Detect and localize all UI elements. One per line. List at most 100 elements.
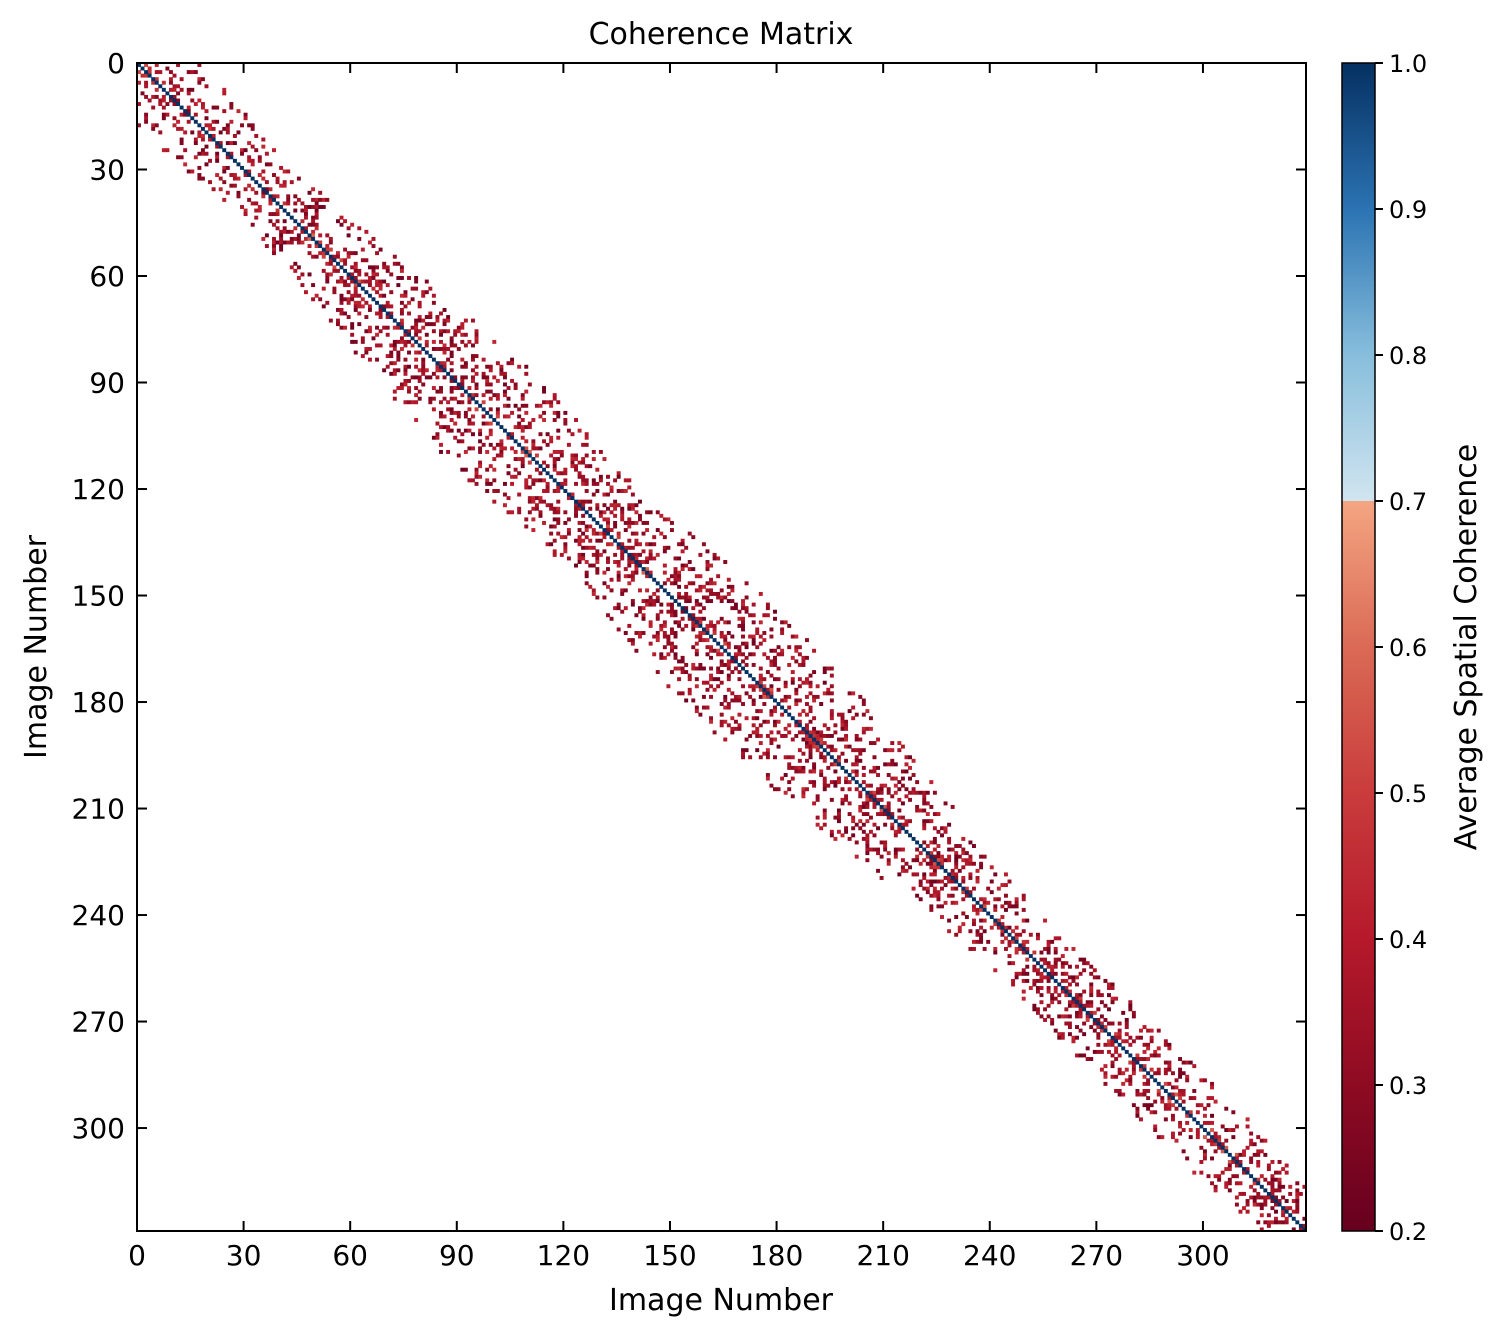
matrix-cell	[449, 396, 454, 401]
diagonal-cell	[947, 872, 952, 877]
diagonal-cell	[399, 325, 404, 330]
matrix-cell	[613, 524, 618, 529]
matrix-cell	[1163, 1071, 1168, 1076]
matrix-cell	[392, 396, 397, 401]
matrix-cell	[773, 659, 777, 664]
matrix-cell	[950, 868, 955, 873]
matrix-cell	[168, 70, 173, 75]
matrix-cell	[581, 531, 586, 536]
diagonal-cell	[147, 73, 152, 78]
matrix-cell	[1156, 1053, 1161, 1058]
matrix-cell	[666, 577, 671, 582]
diagonal-cell	[1284, 1209, 1289, 1214]
matrix-cell	[989, 865, 994, 870]
matrix-cell	[844, 719, 849, 724]
matrix-cell	[705, 549, 710, 554]
matrix-cell	[890, 758, 895, 763]
matrix-cell	[314, 205, 319, 209]
matrix-cell	[808, 748, 813, 753]
matrix-cell	[151, 126, 156, 131]
matrix-cell	[268, 197, 273, 202]
matrix-cell	[826, 744, 831, 749]
matrix-cell	[897, 847, 902, 852]
matrix-cell	[520, 460, 525, 465]
matrix-cell	[1259, 1206, 1264, 1211]
matrix-cell	[549, 506, 554, 511]
matrix-cell	[1011, 904, 1016, 909]
matrix-cell	[829, 712, 834, 717]
diagonal-cell	[1082, 1007, 1087, 1012]
matrix-cell	[463, 375, 468, 380]
diagonal-cell	[1249, 1174, 1254, 1179]
matrix-cell	[574, 563, 578, 568]
matrix-cell	[335, 268, 340, 273]
matrix-cell	[812, 780, 817, 785]
matrix-cell	[1234, 1124, 1239, 1129]
matrix-cell	[392, 261, 397, 266]
matrix-cell	[574, 467, 578, 472]
matrix-cell	[439, 332, 443, 337]
matrix-cell	[1281, 1220, 1286, 1225]
matrix-cell	[680, 542, 685, 547]
matrix-cell	[1156, 1088, 1161, 1093]
matrix-cell	[1195, 1131, 1200, 1136]
matrix-cell	[616, 570, 621, 575]
matrix-cell	[1096, 989, 1101, 994]
matrix-cell	[453, 396, 458, 401]
matrix-cell	[908, 755, 912, 760]
matrix-cell	[705, 581, 710, 586]
matrix-cell	[538, 496, 543, 501]
matrix-cell	[257, 155, 262, 160]
matrix-cell	[694, 648, 699, 653]
matrix-cell	[648, 595, 653, 600]
matrix-cell	[392, 343, 397, 348]
matrix-cell	[1263, 1138, 1268, 1143]
matrix-cell	[257, 205, 262, 209]
matrix-cell	[314, 197, 319, 202]
matrix-cell	[538, 414, 543, 419]
matrix-cell	[392, 339, 397, 344]
matrix-cell	[367, 304, 372, 309]
matrix-cell	[701, 705, 706, 710]
matrix-cell	[407, 276, 411, 280]
matrix-cell	[311, 229, 316, 234]
matrix-cell	[165, 148, 170, 153]
matrix-cell	[655, 638, 660, 643]
matrix-cell	[669, 631, 674, 635]
matrix-cell	[375, 325, 380, 330]
diagonal-cell	[613, 538, 618, 543]
matrix-cell	[552, 449, 557, 454]
diagonal-cell	[513, 439, 518, 444]
matrix-cell	[1142, 1049, 1147, 1054]
matrix-cell	[684, 698, 689, 703]
matrix-cell	[296, 233, 301, 238]
matrix-cell	[289, 240, 294, 245]
matrix-cell	[215, 173, 220, 177]
matrix-cell	[844, 776, 849, 781]
matrix-cell	[1167, 1099, 1172, 1104]
matrix-cell	[701, 666, 706, 671]
matrix-cell	[236, 190, 241, 195]
matrix-cell	[1284, 1206, 1289, 1211]
matrix-cell	[645, 588, 650, 593]
matrix-cell	[566, 556, 571, 561]
matrix-cell	[726, 705, 731, 710]
matrix-cell	[844, 794, 849, 799]
matrix-cell	[1028, 932, 1033, 937]
matrix-cell	[719, 631, 724, 635]
matrix-cell	[282, 226, 287, 231]
matrix-cell	[328, 236, 333, 241]
matrix-cell	[1103, 1081, 1108, 1086]
matrix-cell	[272, 251, 276, 256]
matrix-cell	[936, 829, 941, 834]
matrix-cell	[616, 574, 621, 579]
diagonal-cell	[886, 812, 891, 817]
matrix-cell	[584, 535, 589, 540]
matrix-cell	[435, 389, 440, 394]
matrix-cell	[620, 556, 625, 561]
matrix-cell	[1124, 1067, 1129, 1072]
matrix-cell	[858, 737, 863, 742]
matrix-cell	[872, 822, 877, 827]
matrix-cell	[1202, 1135, 1207, 1140]
matrix-cell	[524, 403, 529, 408]
